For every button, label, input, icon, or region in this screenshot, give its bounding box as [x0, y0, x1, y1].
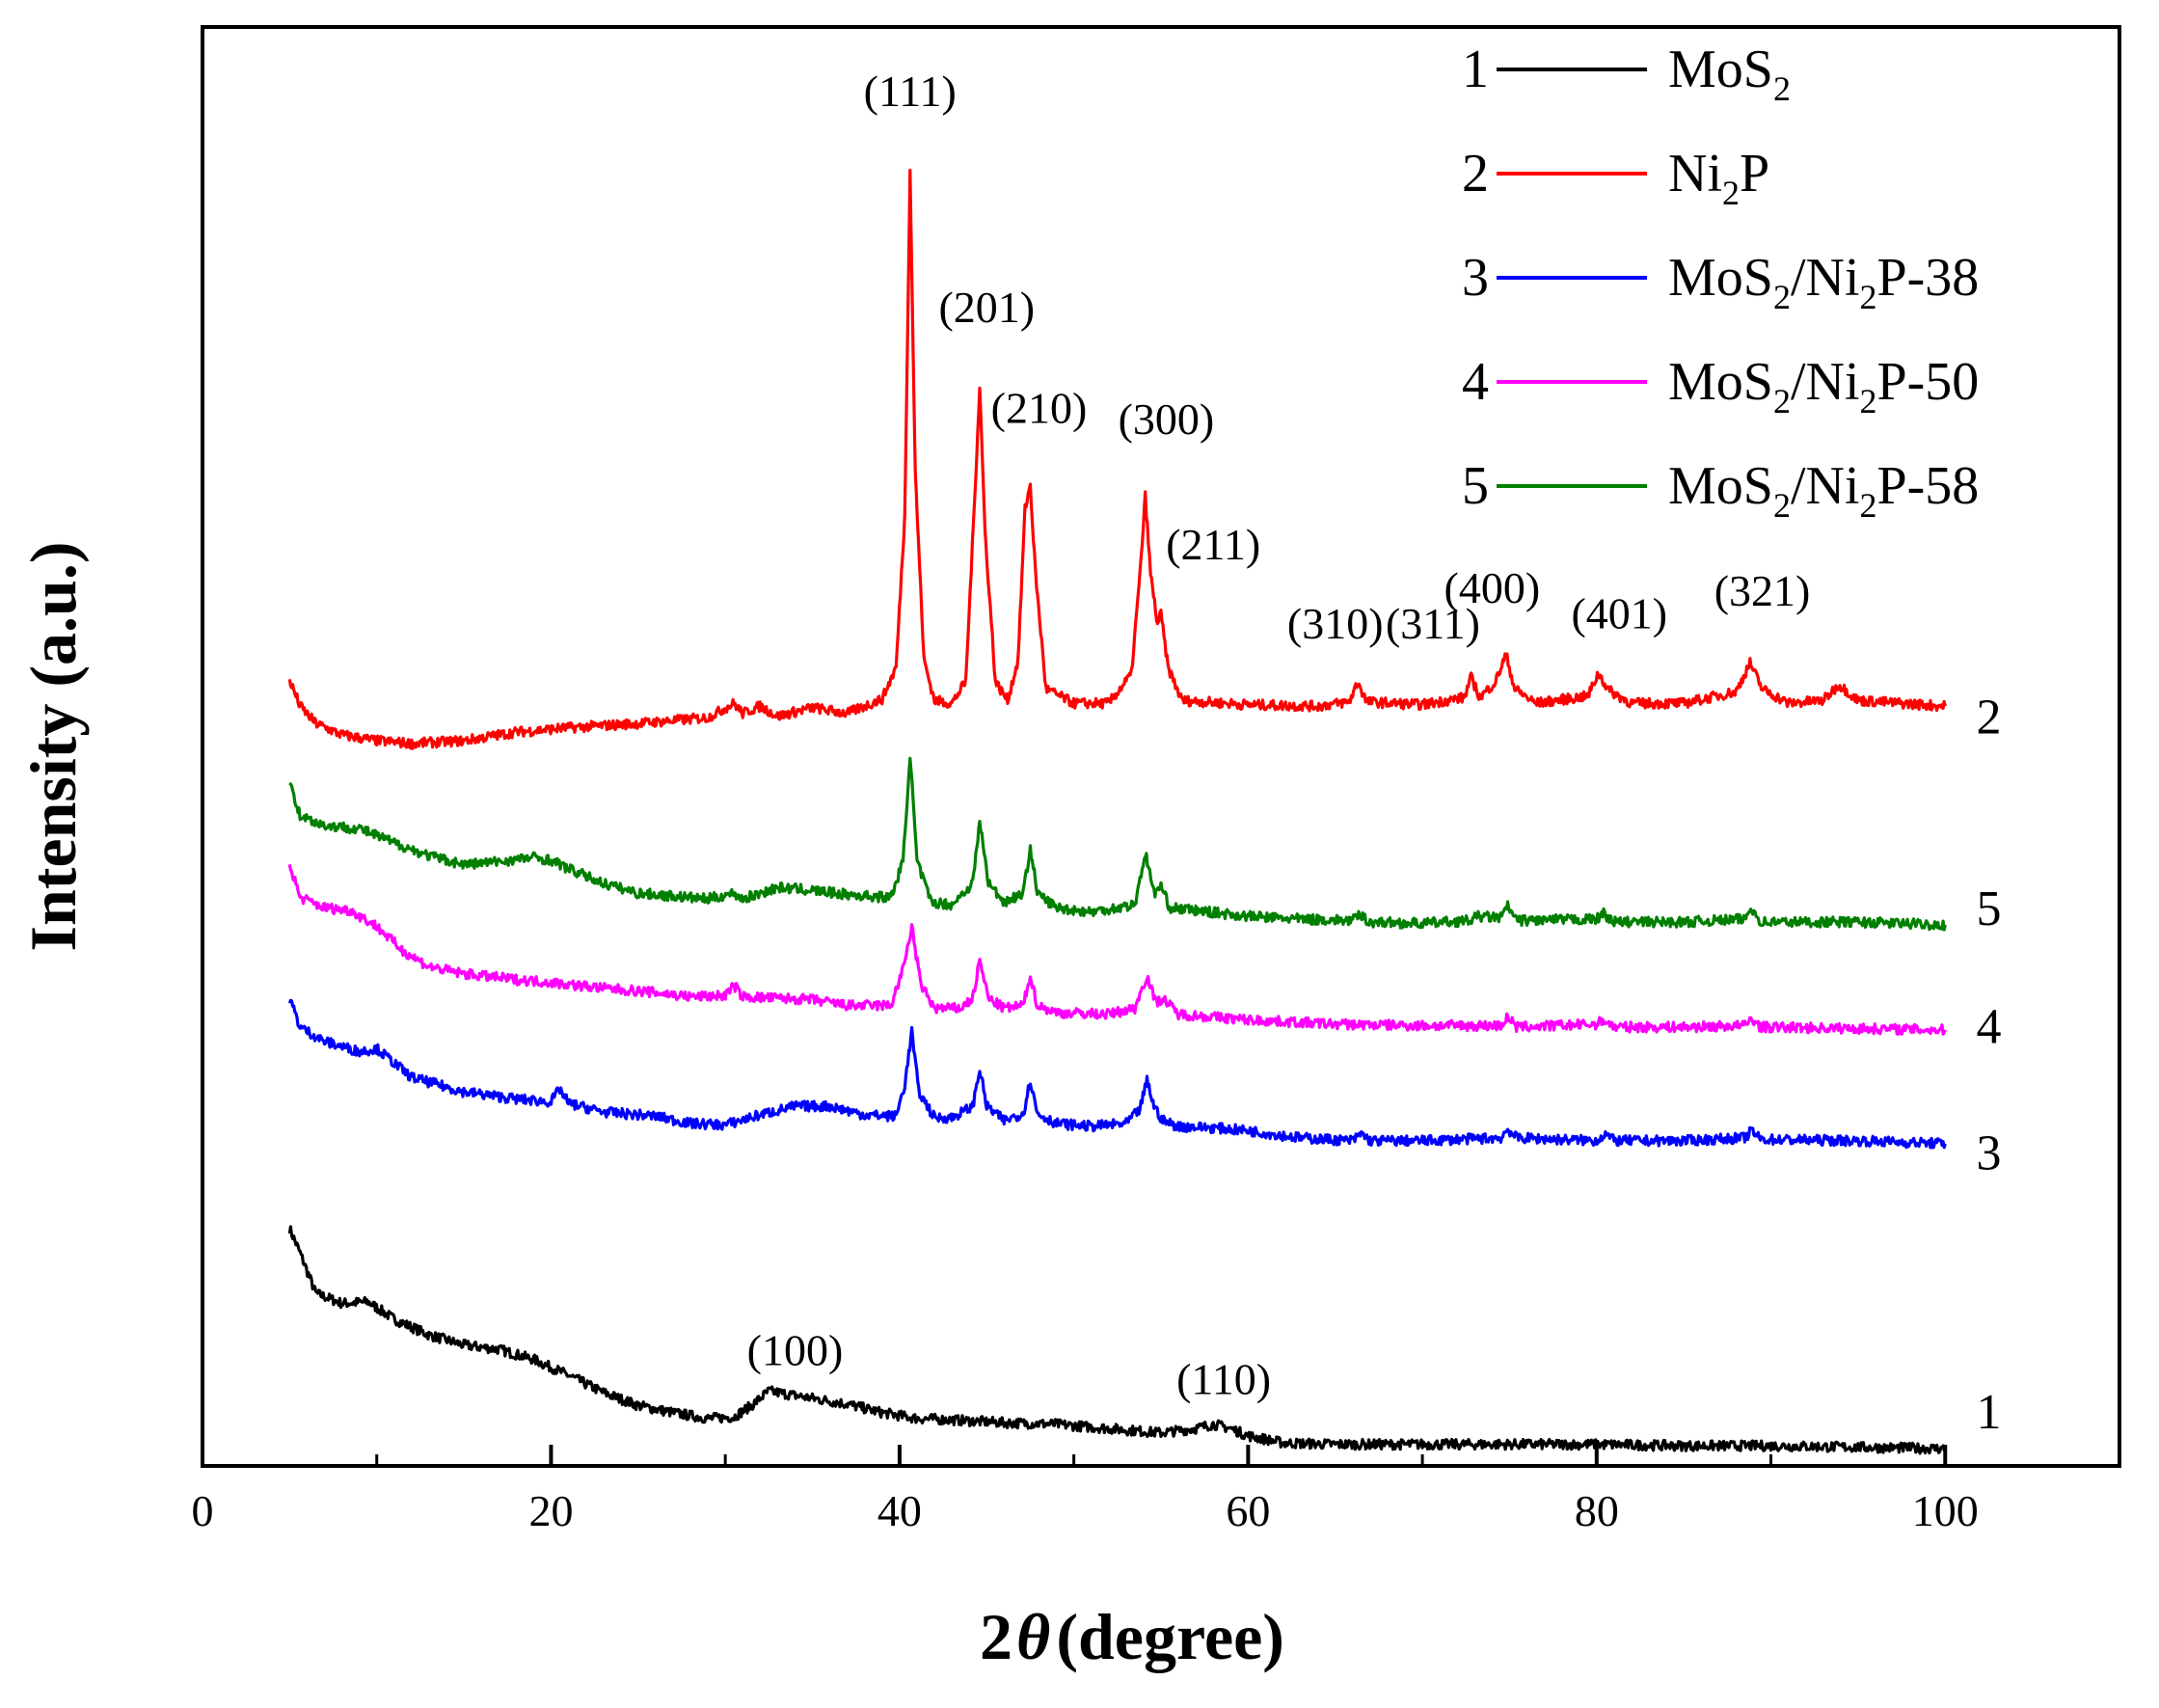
series-line-4 — [287, 864, 1947, 1036]
series-line-3 — [287, 998, 1947, 1150]
legend: 1 MoS2 2 Ni2P 3 MoS2/Ni2P-38 4 MoS2/Ni2P-50 5 MoS… — [1462, 40, 1979, 525]
peak-label: (201) — [938, 283, 1035, 332]
peak-label: (310) — [1287, 599, 1384, 648]
legend-number: 2 — [1462, 144, 1489, 203]
legend-item-2: 2 Ni2P — [1462, 144, 1769, 212]
x-tick-label: 80 — [1575, 1486, 1619, 1535]
x-tick-label: 0 — [192, 1486, 214, 1535]
x-tick-label: 60 — [1226, 1486, 1270, 1535]
x-tick-label: 40 — [877, 1486, 922, 1535]
annotation-layer: (111) (201) (210) (300) (211) (310) (311)(400)… — [747, 67, 2002, 1440]
peak-label: (300) — [1119, 394, 1215, 444]
legend-number: 3 — [1462, 248, 1489, 308]
series-layer — [287, 168, 1947, 1455]
peak-label: (100) — [747, 1326, 844, 1375]
peak-label: (321) — [1714, 566, 1811, 615]
series-line-2 — [287, 168, 1947, 750]
legend-number: 5 — [1462, 456, 1489, 516]
legend-label: MoS2 — [1668, 40, 1791, 108]
curve-number-label: 5 — [1976, 881, 2001, 936]
axis-titles: 2θ(degree) Intensity (a.u.) — [16, 541, 1284, 1673]
curve-number-label: 1 — [1976, 1385, 2001, 1440]
legend-label: MoS2/Ni2P-50 — [1668, 352, 1979, 420]
x-tick-label: 100 — [1912, 1486, 1979, 1535]
x-tick-label: 20 — [528, 1486, 573, 1535]
peak-label: (211) — [1166, 520, 1260, 569]
curve-number-label: 4 — [1976, 999, 2001, 1054]
legend-item-1: 1 MoS2 — [1462, 40, 1791, 108]
legend-label: MoS2/Ni2P-38 — [1668, 248, 1979, 316]
y-axis-title: Intensity (a.u.) — [16, 541, 90, 951]
legend-number: 4 — [1462, 352, 1489, 412]
curve-number-label: 2 — [1976, 691, 2001, 746]
series-line-5 — [288, 756, 1947, 932]
series-line-1 — [287, 1225, 1947, 1455]
peak-label: (110) — [1176, 1354, 1271, 1403]
legend-item-4: 4 MoS2/Ni2P-50 — [1462, 352, 1979, 420]
peak-label: (111) — [864, 67, 957, 116]
legend-label: Ni2P — [1668, 144, 1769, 212]
plot-frame — [201, 25, 2121, 1468]
peak-label: (401) — [1571, 589, 1667, 638]
x-axis-title: 2θ(degree) — [980, 1600, 1284, 1673]
legend-number: 1 — [1462, 40, 1489, 99]
legend-item-5: 5 MoS2/Ni2P-58 — [1462, 456, 1979, 525]
legend-label: MoS2/Ni2P-58 — [1668, 456, 1979, 525]
peak-label: (400) — [1444, 563, 1541, 612]
peak-label: (311) — [1386, 599, 1480, 648]
axes-layer: 0 20 40 60 80 100 — [192, 25, 2121, 1535]
peak-label: (210) — [991, 383, 1088, 432]
legend-item-3: 3 MoS2/Ni2P-38 — [1462, 248, 1979, 316]
curve-number-label: 3 — [1976, 1126, 2001, 1181]
